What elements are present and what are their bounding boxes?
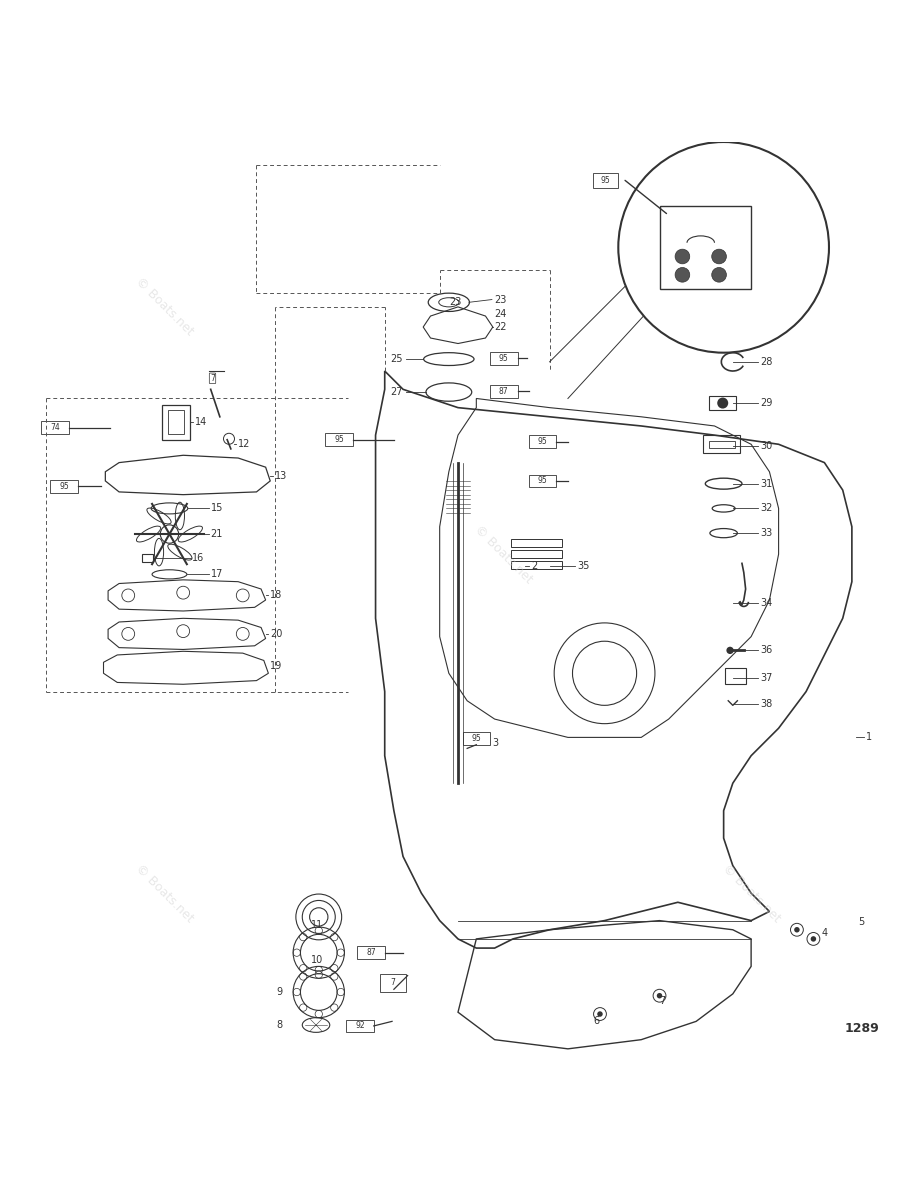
Text: © Boats.net: © Boats.net <box>720 862 782 925</box>
Text: 12: 12 <box>238 439 251 449</box>
Text: 33: 33 <box>760 528 772 538</box>
Text: 3: 3 <box>493 738 499 748</box>
Text: 23: 23 <box>449 298 462 307</box>
Text: 16: 16 <box>192 553 204 563</box>
Text: 95: 95 <box>472 734 481 743</box>
Circle shape <box>811 936 816 942</box>
Text: 24: 24 <box>495 310 507 319</box>
Text: 23: 23 <box>495 294 507 305</box>
Text: 37: 37 <box>760 673 773 683</box>
Text: 17: 17 <box>211 569 224 580</box>
Text: © Boats.net: © Boats.net <box>473 523 535 586</box>
Bar <box>511 550 562 558</box>
Text: 14: 14 <box>195 418 207 427</box>
Text: 95: 95 <box>499 354 508 362</box>
Text: 35: 35 <box>577 562 590 571</box>
Text: 4: 4 <box>822 929 828 938</box>
Circle shape <box>675 268 690 282</box>
Bar <box>725 667 746 684</box>
Bar <box>168 410 184 434</box>
Text: 7: 7 <box>210 374 215 383</box>
Text: 92: 92 <box>355 1021 365 1031</box>
Circle shape <box>712 268 726 282</box>
Text: 87: 87 <box>366 948 376 958</box>
Bar <box>50 480 78 493</box>
Circle shape <box>794 928 800 932</box>
Text: 28: 28 <box>760 356 773 367</box>
Text: 36: 36 <box>760 646 772 655</box>
Text: 29: 29 <box>760 398 773 408</box>
Bar <box>490 352 518 365</box>
Text: 18: 18 <box>270 590 282 600</box>
Circle shape <box>712 250 726 264</box>
Bar <box>357 947 385 959</box>
Text: 8: 8 <box>276 1020 282 1030</box>
Text: 22: 22 <box>495 322 507 332</box>
Text: 13: 13 <box>275 472 287 481</box>
Circle shape <box>657 992 662 998</box>
Bar <box>511 539 562 547</box>
Text: © Boats.net: © Boats.net <box>134 862 196 925</box>
Bar <box>703 436 740 454</box>
Text: 1289: 1289 <box>845 1022 879 1036</box>
Circle shape <box>597 1012 603 1016</box>
Bar <box>529 474 556 487</box>
Text: 34: 34 <box>760 598 772 607</box>
Bar <box>346 1020 374 1032</box>
Bar <box>380 973 406 992</box>
Bar <box>41 421 69 434</box>
Text: © Boats.net: © Boats.net <box>656 275 718 338</box>
Text: 74: 74 <box>50 424 60 432</box>
Bar <box>142 554 153 562</box>
Circle shape <box>618 142 829 353</box>
Text: 1: 1 <box>866 732 872 743</box>
Bar <box>709 440 735 448</box>
Text: 95: 95 <box>601 176 610 185</box>
Text: 10: 10 <box>311 955 323 965</box>
Text: 95: 95 <box>60 482 69 491</box>
Text: 11: 11 <box>311 920 323 930</box>
Circle shape <box>675 250 690 264</box>
Text: 7: 7 <box>390 978 396 988</box>
Text: 19: 19 <box>270 661 282 671</box>
Bar <box>162 404 190 439</box>
Text: 2: 2 <box>531 562 538 571</box>
Bar <box>709 396 736 410</box>
Text: 25: 25 <box>390 354 403 364</box>
Text: 5: 5 <box>858 918 865 928</box>
Text: 95: 95 <box>538 476 547 486</box>
Text: 20: 20 <box>270 629 283 638</box>
Text: 87: 87 <box>499 386 508 396</box>
Text: 27: 27 <box>390 388 403 397</box>
Text: 38: 38 <box>760 698 772 708</box>
Bar <box>511 560 562 569</box>
Text: 95: 95 <box>538 437 547 446</box>
Circle shape <box>726 647 734 654</box>
Text: 21: 21 <box>211 529 224 539</box>
Bar <box>325 433 353 446</box>
Text: 15: 15 <box>211 504 224 514</box>
Circle shape <box>717 397 728 408</box>
Text: 95: 95 <box>334 436 344 444</box>
Text: 30: 30 <box>760 442 772 451</box>
Text: © Boats.net: © Boats.net <box>134 275 196 338</box>
Text: 31: 31 <box>760 479 772 488</box>
Bar <box>529 436 556 448</box>
Text: 32: 32 <box>760 504 773 514</box>
Text: 9: 9 <box>276 988 282 997</box>
Text: 7: 7 <box>660 996 666 1007</box>
Bar <box>593 173 618 188</box>
Bar <box>463 732 490 745</box>
Bar <box>490 385 518 397</box>
Bar <box>660 206 751 288</box>
Text: 6: 6 <box>594 1016 600 1026</box>
